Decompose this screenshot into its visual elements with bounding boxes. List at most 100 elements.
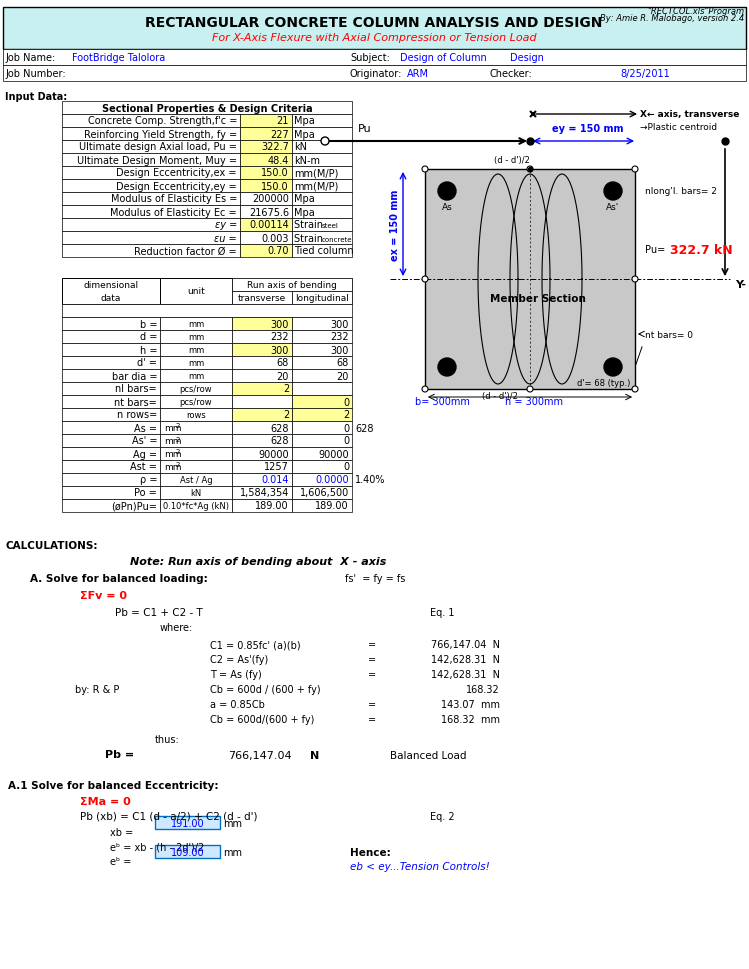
Text: 2: 2	[283, 410, 289, 421]
Text: Cb = 600d/(600 + fy): Cb = 600d/(600 + fy)	[210, 714, 315, 724]
Text: mm: mm	[164, 437, 181, 446]
Bar	[292, 486, 352, 499]
Bar	[240, 167, 292, 180]
Text: By: Amie R. Malobago, version 2.4: By: Amie R. Malobago, version 2.4	[600, 14, 744, 23]
Bar	[160, 448, 232, 460]
Text: 150.0: 150.0	[261, 181, 289, 191]
Text: 2: 2	[176, 436, 181, 442]
Text: A.1 Solve for balanced Eccentricity:: A.1 Solve for balanced Eccentricity:	[8, 780, 219, 790]
Text: 168.32: 168.32	[466, 684, 500, 694]
Text: n rows=: n rows=	[117, 410, 157, 421]
Bar	[292, 219, 352, 232]
Bar	[160, 383, 232, 395]
Bar	[232, 395, 292, 409]
Text: 0.70: 0.70	[267, 246, 289, 256]
Bar	[155, 816, 220, 829]
Text: 109.00: 109.00	[171, 847, 204, 858]
Bar	[62, 292, 352, 304]
Text: As': As'	[607, 203, 619, 212]
Text: ARM: ARM	[407, 69, 429, 78]
Bar	[292, 128, 352, 141]
Bar	[232, 499, 292, 513]
Bar	[292, 245, 352, 258]
Bar	[160, 318, 232, 330]
Bar	[232, 383, 292, 395]
Text: Mpa: Mpa	[294, 207, 315, 217]
Bar	[62, 486, 160, 499]
Bar	[292, 383, 352, 395]
Text: 20: 20	[336, 371, 349, 381]
Text: Originator:: Originator:	[350, 69, 402, 78]
Text: N: N	[310, 750, 319, 761]
Bar	[160, 422, 232, 434]
Bar	[292, 395, 352, 409]
Text: where:: where:	[160, 622, 193, 633]
Bar	[232, 460, 292, 474]
Text: RECTANGULAR CONCRETE COLUMN ANALYSIS AND DESIGN: RECTANGULAR CONCRETE COLUMN ANALYSIS AND…	[145, 16, 603, 30]
Text: Balanced Load: Balanced Load	[390, 750, 467, 761]
Text: 2: 2	[283, 384, 289, 394]
Text: As' =: As' =	[132, 436, 157, 446]
Bar	[62, 409, 160, 422]
Text: Cb = 600d / (600 + fy): Cb = 600d / (600 + fy)	[210, 684, 321, 694]
Text: ex = 150 mm: ex = 150 mm	[390, 189, 400, 261]
Bar	[62, 245, 240, 258]
Text: 0: 0	[343, 462, 349, 472]
Text: steel: steel	[322, 223, 339, 230]
Bar	[160, 409, 232, 422]
Text: Note: Run axis of bending about  X - axis: Note: Run axis of bending about X - axis	[130, 556, 386, 567]
Bar	[62, 193, 240, 205]
Bar	[160, 344, 232, 357]
Bar	[62, 154, 240, 167]
Text: 2: 2	[343, 410, 349, 421]
Text: d' =: d' =	[137, 359, 157, 368]
Bar	[160, 499, 232, 513]
Text: 48.4: 48.4	[267, 155, 289, 166]
Bar	[232, 357, 292, 369]
Text: 1.40%: 1.40%	[355, 475, 386, 485]
Text: T = As (fy): T = As (fy)	[210, 670, 261, 679]
Text: 200000: 200000	[252, 195, 289, 204]
Text: =: =	[368, 640, 376, 649]
Text: 300: 300	[330, 319, 349, 329]
Text: nlong'l. bars= 2: nlong'l. bars= 2	[645, 187, 717, 197]
Text: Input Data:: Input Data:	[5, 92, 67, 102]
Bar	[292, 292, 352, 304]
Bar	[62, 318, 160, 330]
Bar	[62, 141, 240, 154]
Bar	[3, 50, 746, 66]
Text: 232: 232	[330, 332, 349, 342]
Bar	[232, 486, 292, 499]
Text: 150.0: 150.0	[261, 169, 289, 178]
Text: nt bars=: nt bars=	[115, 397, 157, 407]
Text: 20: 20	[276, 371, 289, 381]
Text: kN: kN	[190, 488, 201, 497]
Bar	[62, 304, 352, 318]
Bar	[232, 409, 292, 422]
Text: 0: 0	[343, 397, 349, 407]
Text: nt bars= 0: nt bars= 0	[645, 330, 693, 339]
Bar	[240, 115, 292, 128]
Bar	[3, 66, 746, 82]
Text: (d - d')/2: (d - d')/2	[494, 156, 530, 165]
Text: 0.10*fc*Ag (kN): 0.10*fc*Ag (kN)	[163, 502, 229, 511]
Bar	[292, 369, 352, 383]
Bar	[292, 154, 352, 167]
Text: Member Section: Member Section	[490, 294, 586, 303]
Text: 0.014: 0.014	[261, 475, 289, 485]
Bar	[62, 180, 240, 193]
Bar	[62, 383, 160, 395]
Text: 68: 68	[276, 359, 289, 368]
Text: Job Number:: Job Number:	[5, 69, 66, 78]
Bar	[292, 357, 352, 369]
Text: 143.07  mm: 143.07 mm	[441, 700, 500, 709]
Text: Mpa: Mpa	[294, 195, 315, 204]
Bar	[232, 292, 292, 304]
Text: Design Eccentricity,ey =: Design Eccentricity,ey =	[116, 181, 237, 191]
Bar	[292, 448, 352, 460]
Bar	[292, 434, 352, 448]
Text: fs'  = fy = fs: fs' = fy = fs	[345, 574, 405, 583]
Text: Sectional Properties & Design Criteria: Sectional Properties & Design Criteria	[102, 104, 312, 113]
Text: Design Eccentricity,ex =: Design Eccentricity,ex =	[117, 169, 237, 178]
Text: For X-Axis Flexure with Axial Compression or Tension Load: For X-Axis Flexure with Axial Compressio…	[212, 33, 536, 43]
